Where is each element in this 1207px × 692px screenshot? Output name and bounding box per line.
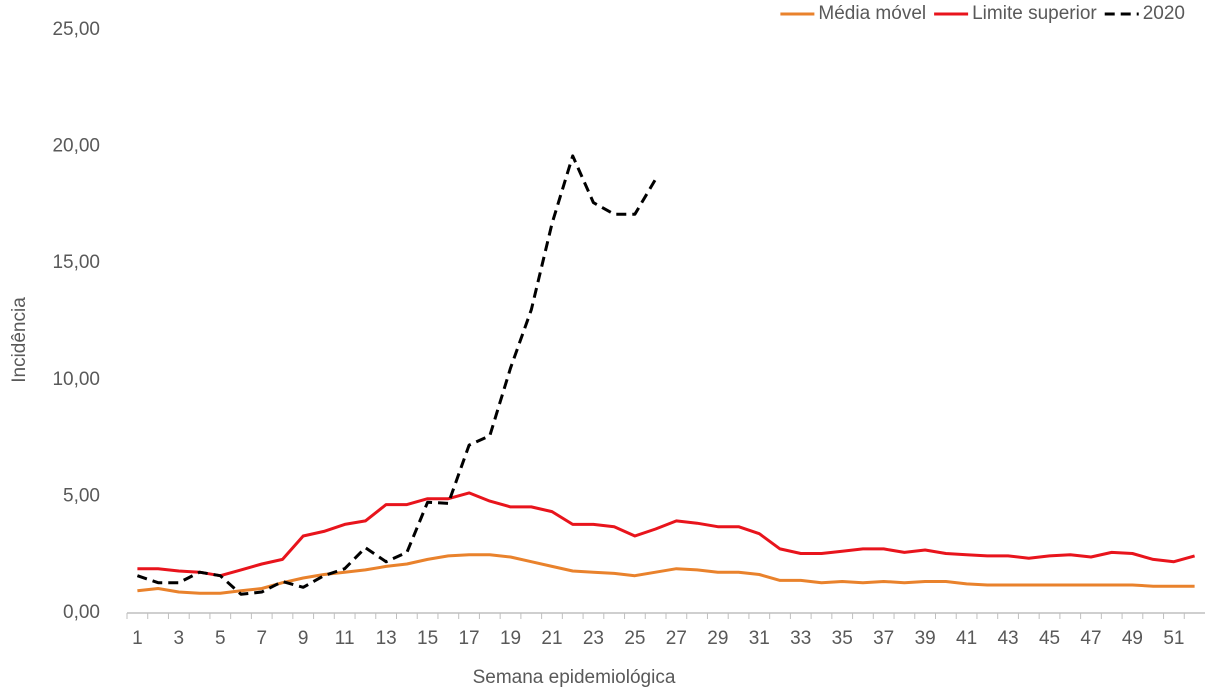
x-tick-label: 37 (873, 628, 894, 649)
x-tick-label: 11 (335, 628, 355, 649)
x-tick-label: 13 (376, 628, 397, 649)
x-tick-label: 15 (417, 628, 438, 649)
x-tick-label: 23 (583, 628, 604, 649)
series-line (137, 491, 1196, 578)
legend-label: Limite superior (972, 3, 1097, 24)
y-tick-label: 25,00 (52, 19, 100, 40)
y-tick-label: 10,00 (52, 369, 100, 390)
y-tick-label: 0,00 (63, 602, 100, 623)
x-tick-label: 33 (790, 628, 811, 649)
x-tick-label: 7 (256, 628, 267, 649)
x-tick-label: 25 (624, 628, 645, 649)
y-axis-title: Incidência (9, 297, 30, 383)
x-tick-label: 3 (174, 628, 185, 649)
x-axis-title: Semana epidemiológica (473, 667, 676, 688)
legend-label: Média móvel (818, 3, 926, 24)
x-tick-label: 49 (1122, 628, 1143, 649)
x-tick-label: 39 (915, 628, 936, 649)
x-tick-label: 27 (666, 628, 687, 649)
x-tick-label: 45 (1039, 628, 1060, 649)
y-tick-label: 20,00 (52, 136, 100, 157)
series-line (136, 154, 657, 596)
x-tick-label: 21 (541, 628, 562, 649)
x-tick-label: 31 (749, 628, 770, 649)
legend-label: 2020 (1143, 3, 1185, 24)
y-tick-label: 5,00 (63, 485, 100, 506)
x-tick-label: 19 (500, 628, 521, 649)
x-tick-label: 43 (997, 628, 1018, 649)
x-tick-label: 41 (956, 628, 977, 649)
x-tick-label: 51 (1163, 628, 1184, 649)
legend: 2020 Limite superior Média móvel (780, 3, 1185, 24)
series-line (137, 553, 1195, 595)
x-tick-label: 1 (132, 628, 143, 649)
x-tick-label: 9 (298, 628, 309, 649)
x-tick-label: 17 (458, 628, 479, 649)
x-tick-label: 47 (1080, 628, 1101, 649)
x-tick-label: 29 (707, 628, 728, 649)
x-tick-label: 35 (832, 628, 853, 649)
x-tick-label: 5 (215, 628, 226, 649)
y-tick-label: 15,00 (52, 252, 100, 273)
